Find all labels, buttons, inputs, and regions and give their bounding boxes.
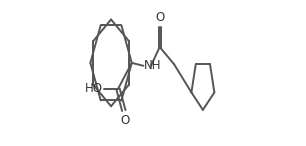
Text: NH: NH <box>144 59 162 72</box>
Text: O: O <box>155 11 164 24</box>
Text: HO: HO <box>85 82 103 95</box>
Text: O: O <box>120 114 129 127</box>
